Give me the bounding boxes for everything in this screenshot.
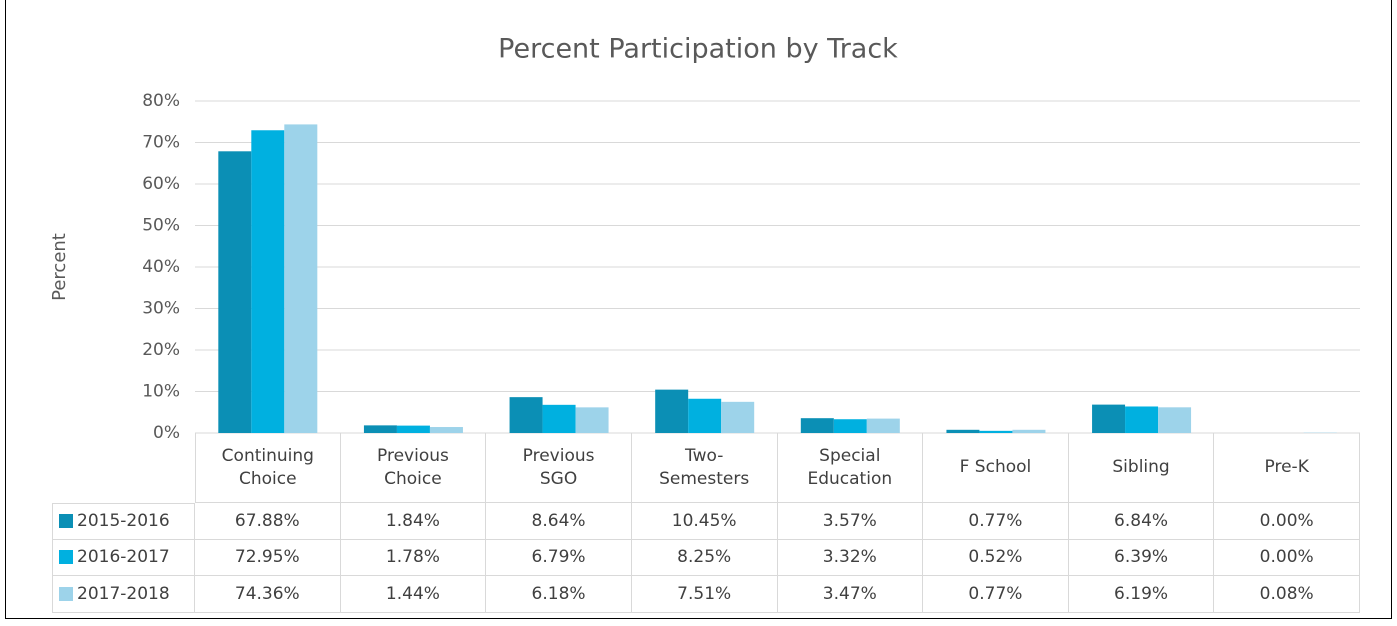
bar [542, 404, 576, 433]
bar [655, 389, 689, 433]
bar [218, 151, 252, 433]
bar [833, 419, 867, 433]
table-cell: 6.79% [486, 539, 632, 576]
bar [721, 401, 755, 433]
table-cell: 6.39% [1068, 539, 1215, 576]
x-tick-label: Two-Semesters [659, 445, 750, 489]
y-tick-label: 20% [142, 340, 180, 360]
category-cell: Special Education [777, 433, 924, 503]
table-cell: 3.57% [777, 503, 924, 540]
table-cell: 0.00% [1214, 539, 1360, 576]
table-cell: 67.88% [195, 503, 341, 540]
bar [251, 130, 285, 433]
bar [363, 425, 397, 433]
y-tick-label: 80% [142, 91, 180, 111]
chart-title: Percent Participation by Track [498, 34, 898, 65]
legend-label: 2015-2016 [77, 511, 170, 532]
bar [688, 398, 722, 433]
table-cell: 1.84% [340, 503, 487, 540]
legend-swatch [59, 586, 73, 601]
x-tick-label: Continuing Choice [221, 445, 314, 489]
category-cell: Sibling [1068, 433, 1215, 503]
table-cell: 0.52% [923, 539, 1069, 576]
bar [1092, 404, 1126, 433]
legend-entry: 2015-2016 [52, 503, 195, 540]
table-cell: 6.19% [1068, 576, 1215, 613]
table-cell: 0.77% [923, 503, 1069, 540]
y-axis-label: Percent [49, 233, 70, 301]
table-cell: 0.77% [923, 576, 1069, 613]
y-tick-label: 0% [153, 423, 180, 443]
bar [1158, 407, 1192, 433]
category-cell: Continuing Choice [195, 433, 341, 503]
frame [5, 0, 1392, 619]
y-tick-label: 50% [142, 216, 180, 236]
y-tick-label: 70% [142, 133, 180, 153]
table-cell: 6.18% [486, 576, 632, 613]
bar [396, 425, 430, 433]
table-cell: 1.44% [340, 576, 487, 613]
y-tick-label: 40% [142, 257, 180, 277]
category-cell: Previous Choice [340, 433, 487, 503]
category-cell: F School [923, 433, 1069, 503]
x-tick-label: Previous SGO [522, 445, 595, 489]
bar [509, 397, 543, 433]
legend-swatch [59, 550, 73, 565]
category-cell: Two-Semesters [631, 433, 778, 503]
bar [1125, 406, 1159, 433]
legend-entry: 2017-2018 [52, 576, 195, 613]
table-cell: 1.78% [340, 539, 487, 576]
legend-label: 2016-2017 [77, 547, 170, 568]
legend-entry: 2016-2017 [52, 539, 195, 576]
x-tick-label: Special Education [807, 445, 893, 489]
bar [946, 429, 980, 433]
x-tick-label: Previous Choice [377, 445, 449, 489]
y-tick-label: 30% [142, 299, 180, 319]
x-tick-label: F School [959, 457, 1032, 477]
category-cell: Pre-K [1214, 433, 1360, 503]
table-cell: 74.36% [195, 576, 341, 613]
table-cell: 8.25% [631, 539, 778, 576]
bar [429, 427, 463, 433]
table-cell: 3.32% [777, 539, 924, 576]
bar [866, 418, 900, 433]
y-tick-label: 10% [142, 382, 180, 402]
legend-label: 2017-2018 [77, 583, 170, 604]
table-cell: 10.45% [631, 503, 778, 540]
bar [1012, 429, 1046, 433]
x-tick-label: Pre-K [1264, 457, 1309, 477]
table-cell: 3.47% [777, 576, 924, 613]
table-cell: 7.51% [631, 576, 778, 613]
y-tick-label: 60% [142, 174, 180, 194]
bar [575, 407, 609, 433]
bar [284, 124, 318, 433]
table-cell: 6.84% [1068, 503, 1215, 540]
x-tick-label: Sibling [1112, 457, 1170, 477]
table-cell: 8.64% [486, 503, 632, 540]
table-cell: 0.00% [1214, 503, 1360, 540]
table-cell: 0.08% [1214, 576, 1360, 613]
legend-swatch [59, 514, 73, 529]
bar [979, 430, 1013, 433]
category-cell: Previous SGO [486, 433, 632, 503]
table-cell: 72.95% [195, 539, 341, 576]
bar [800, 418, 834, 433]
